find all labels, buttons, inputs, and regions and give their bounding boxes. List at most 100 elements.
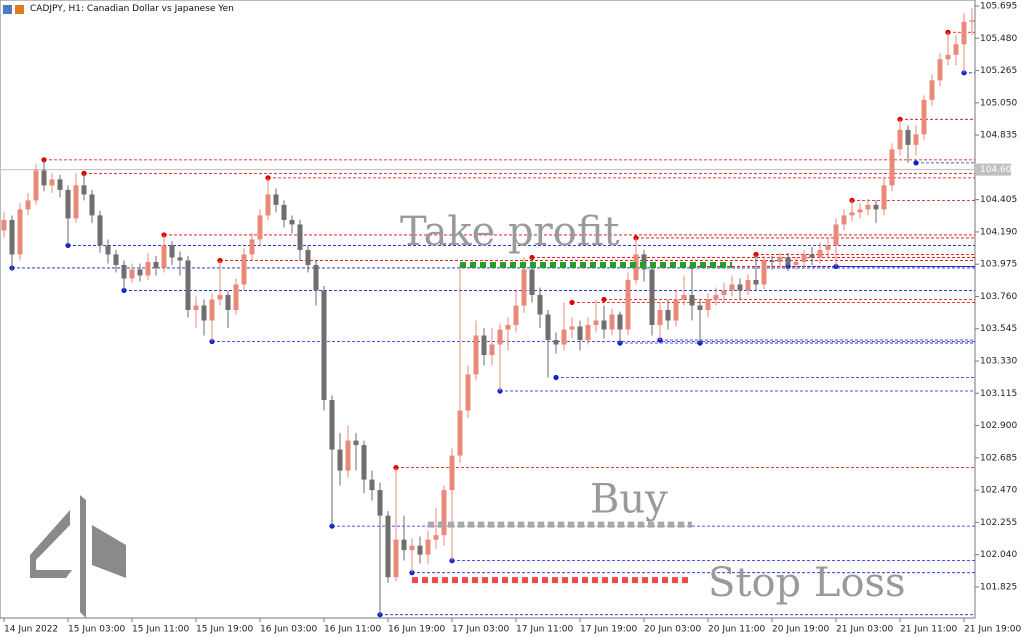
candle-body xyxy=(553,339,559,345)
plot-frame xyxy=(0,0,976,619)
candle-body xyxy=(225,294,231,310)
x-tick-label: 21 Jun 03:00 xyxy=(836,625,893,635)
y-tick-label: 105.695 xyxy=(980,2,1017,12)
y-tick-label: 102.900 xyxy=(980,421,1017,431)
candle-body xyxy=(73,185,79,219)
trade-label: Stop Loss xyxy=(708,560,906,606)
y-tick-label: 104.835 xyxy=(980,131,1017,141)
candle-body xyxy=(393,539,399,578)
x-tick-label: 20 Jun 11:00 xyxy=(708,625,765,635)
current-price-label: 104.605 xyxy=(980,165,1017,175)
candle-body xyxy=(49,179,55,186)
candle-body xyxy=(697,305,703,310)
candle-body xyxy=(505,324,511,330)
chart-icon xyxy=(3,5,12,14)
candle-body xyxy=(329,400,335,450)
candle-body xyxy=(777,257,783,262)
x-tick-label: 20 Jun 03:00 xyxy=(644,625,701,635)
candle-body xyxy=(417,545,423,555)
candle-body xyxy=(825,245,831,250)
candle-body xyxy=(65,189,71,219)
candle-body xyxy=(657,309,663,325)
level-dot xyxy=(377,612,383,618)
candle-body xyxy=(537,294,543,315)
candle-body xyxy=(305,249,311,265)
candle-body xyxy=(929,80,935,100)
candle-body xyxy=(713,294,719,300)
x-tick-label: 14 Jun 2022 xyxy=(4,625,58,635)
level-dot xyxy=(569,299,575,306)
y-tick-label: 105.050 xyxy=(980,98,1017,108)
candle-body xyxy=(681,294,687,300)
candle-body xyxy=(273,194,279,205)
trade-label: Take profit xyxy=(400,209,620,255)
candle-body xyxy=(385,515,391,578)
candle-body xyxy=(921,99,927,135)
candle-body xyxy=(161,245,167,268)
candle-body xyxy=(761,260,767,285)
candle-body xyxy=(41,170,47,186)
y-tick-label: 104.405 xyxy=(980,195,1017,205)
candle-body xyxy=(641,254,647,270)
candle-body xyxy=(121,264,127,279)
x-tick-label: 20 Jun 19:00 xyxy=(772,625,829,635)
candle-body xyxy=(769,260,775,262)
candle-body xyxy=(617,314,623,330)
y-tick-label: 105.265 xyxy=(980,66,1017,76)
candle-body xyxy=(561,329,567,345)
candle-body xyxy=(57,179,63,190)
candle-body xyxy=(609,314,615,330)
level-dot xyxy=(449,558,455,564)
candle-body xyxy=(33,170,39,201)
y-tick-label: 103.975 xyxy=(980,260,1017,270)
candle-body xyxy=(457,410,463,456)
candle-body xyxy=(241,254,247,285)
candle-body xyxy=(1,219,7,231)
candle-body xyxy=(873,204,879,210)
candle-body xyxy=(897,129,903,150)
candle-body xyxy=(889,149,895,186)
candle-body xyxy=(217,294,223,300)
y-tick-label: 102.040 xyxy=(980,550,1017,560)
candle-body xyxy=(489,344,495,356)
candle-body xyxy=(89,194,95,216)
x-tick-label: 15 Jun 03:00 xyxy=(68,625,125,635)
candle-body xyxy=(545,314,551,340)
candle-body xyxy=(265,194,271,216)
candle-body xyxy=(249,239,255,255)
candle-body xyxy=(569,326,575,330)
candle-body xyxy=(25,200,31,210)
x-tick-label: 21 Jun 11:00 xyxy=(900,625,957,635)
candle-body xyxy=(737,284,743,291)
y-tick-label: 103.760 xyxy=(980,292,1017,302)
candle-body xyxy=(81,185,87,195)
y-tick-label: 103.545 xyxy=(980,324,1017,334)
level-dot xyxy=(41,157,47,163)
candle-body xyxy=(729,284,735,291)
candle-body xyxy=(721,290,727,295)
x-tick-label: 17 Jun 19:00 xyxy=(580,625,637,635)
candle-body xyxy=(745,279,751,291)
candle-body xyxy=(937,59,943,81)
logo xyxy=(30,495,126,618)
candle-body xyxy=(113,254,119,265)
level-dot xyxy=(329,523,335,529)
candle-body xyxy=(153,261,159,268)
chart-icon xyxy=(15,5,24,14)
candle-body xyxy=(905,129,911,145)
candle-body xyxy=(369,479,375,491)
candle-body xyxy=(881,185,887,210)
x-tick-label: 17 Jun 11:00 xyxy=(516,625,573,635)
candle-body xyxy=(913,134,919,145)
candle-body xyxy=(857,209,863,213)
candle-body xyxy=(289,219,295,225)
candle-body xyxy=(649,269,655,325)
candle-body xyxy=(953,44,959,55)
candle-body xyxy=(313,264,319,291)
level-dot xyxy=(849,197,855,203)
candle-body xyxy=(969,20,975,22)
candle-body xyxy=(353,440,359,446)
y-tick-label: 102.255 xyxy=(980,518,1017,528)
